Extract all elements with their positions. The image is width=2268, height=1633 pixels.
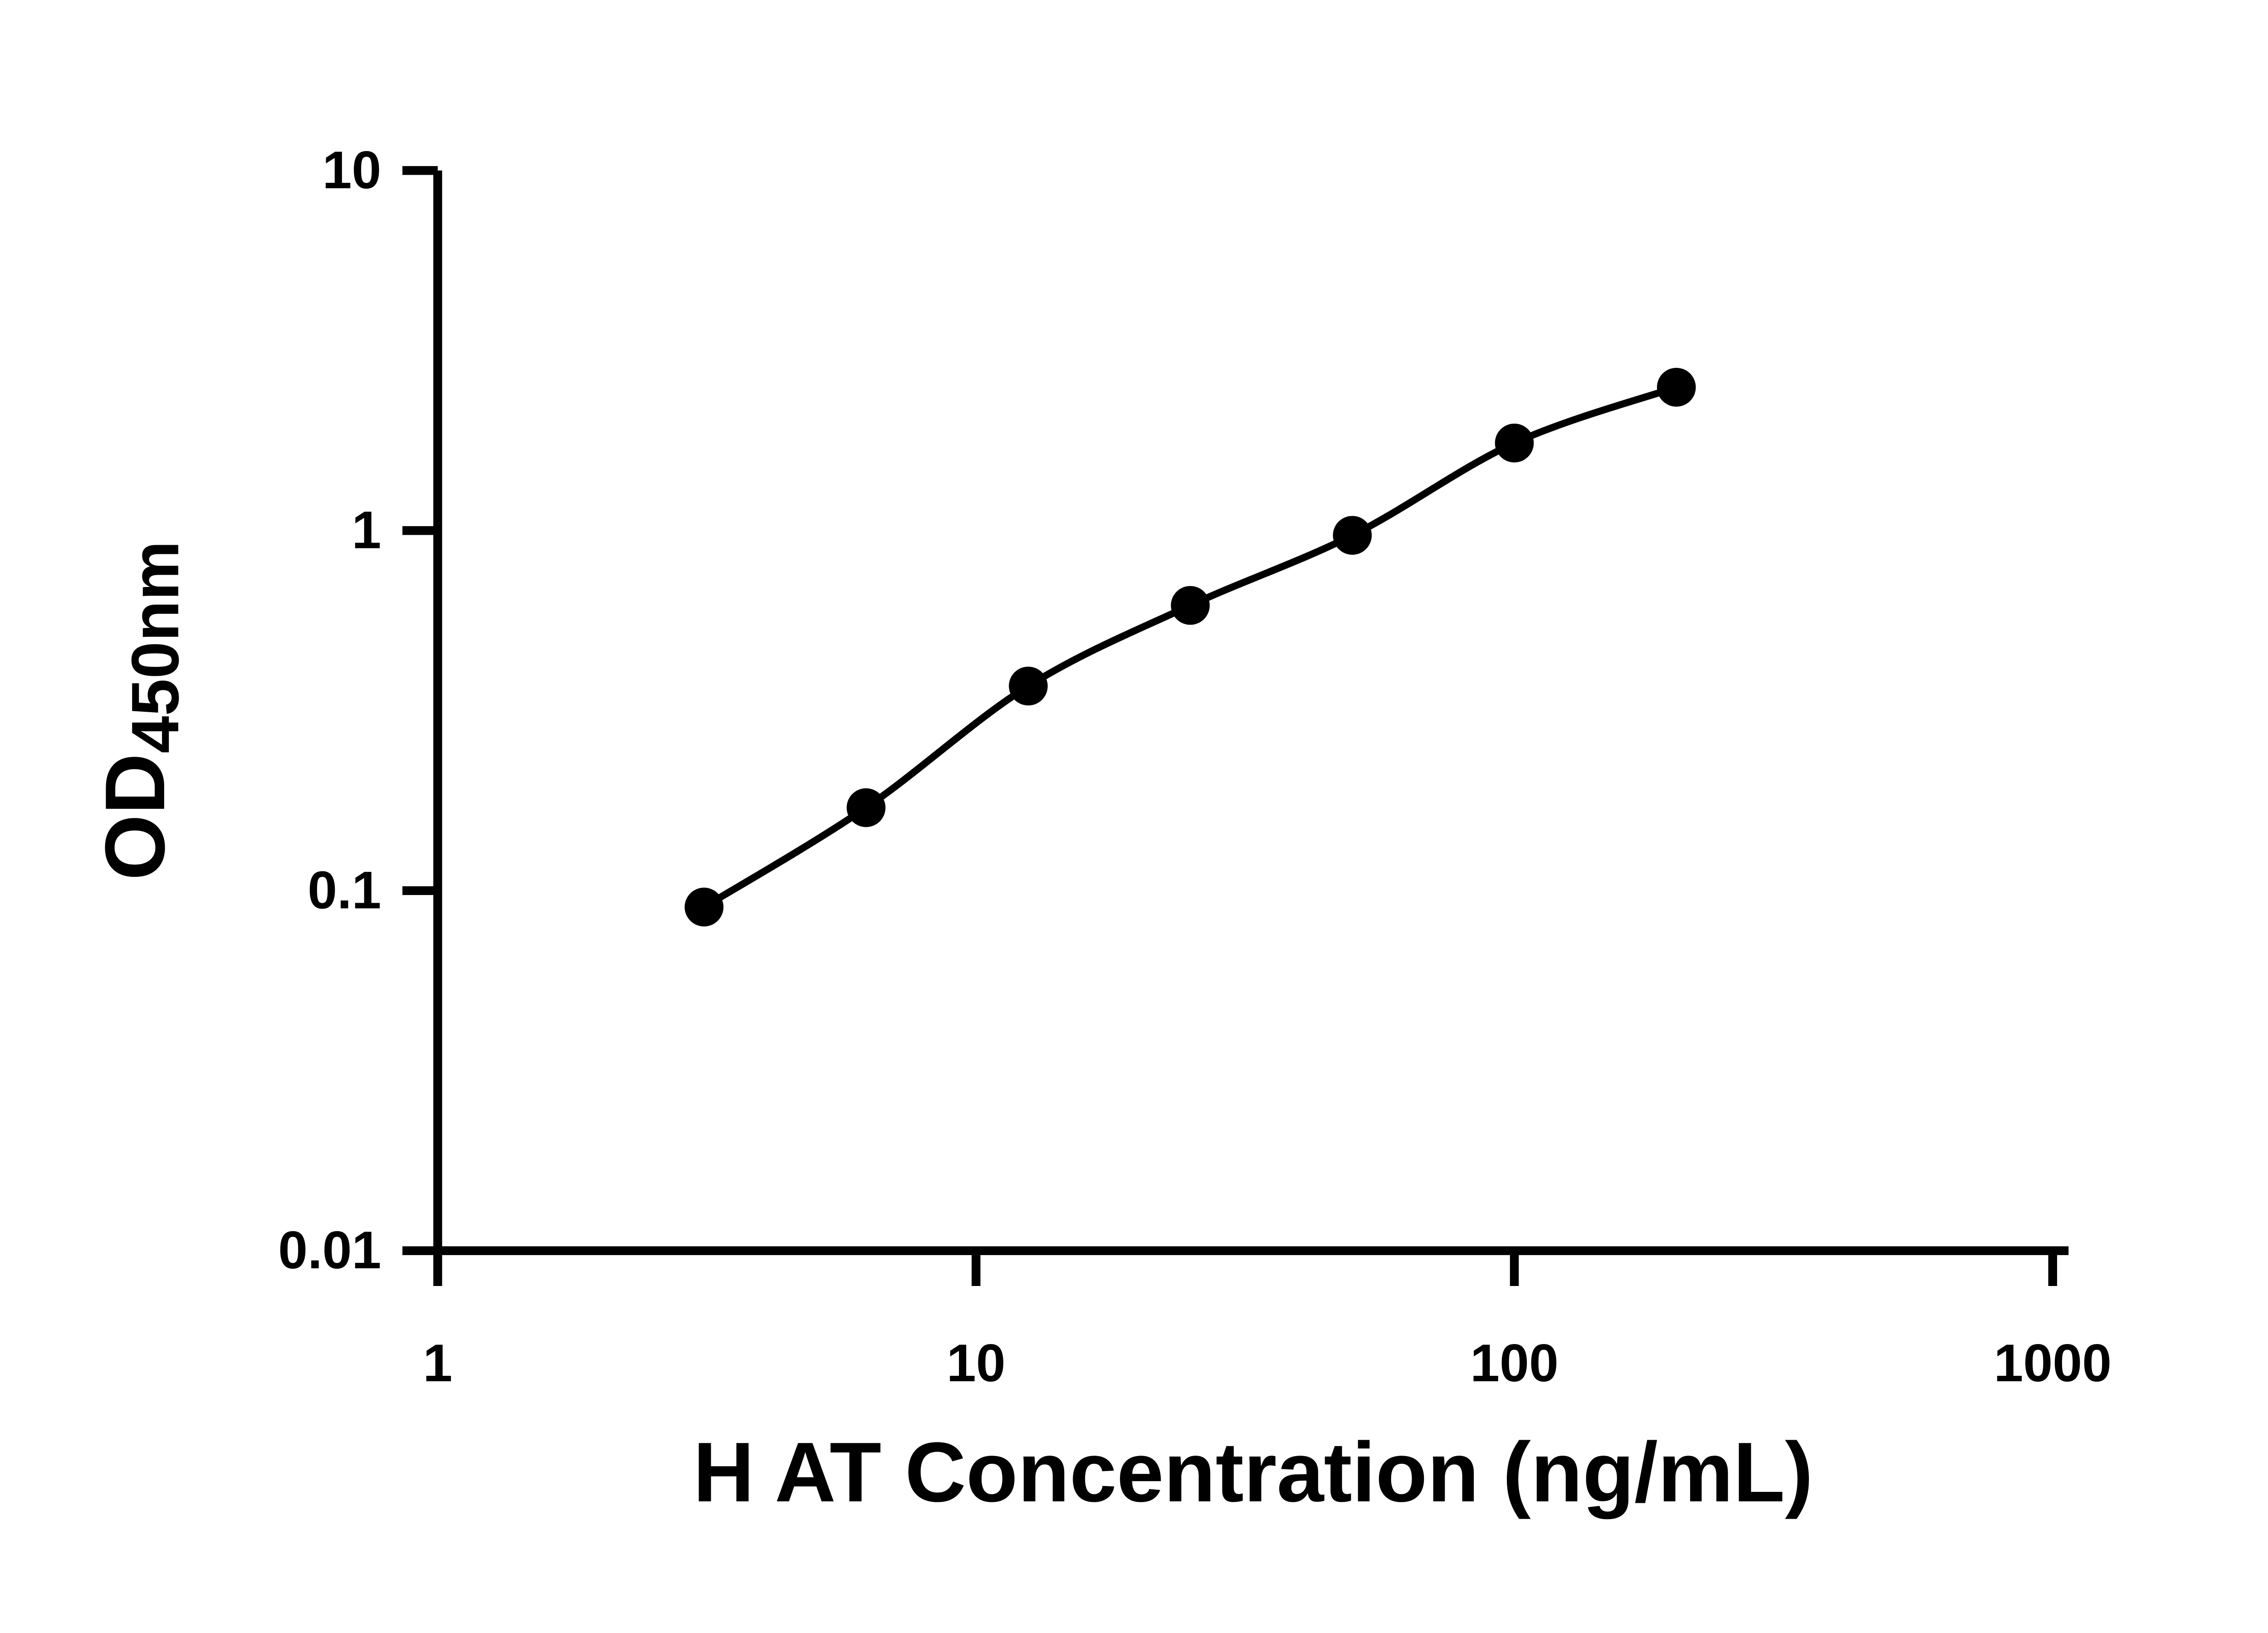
y-tick-label: 0.1 — [308, 860, 381, 919]
plot-background — [0, 22, 2268, 1611]
x-tick-label: 10 — [947, 1333, 1006, 1393]
data-point — [1495, 423, 1534, 463]
data-series — [684, 367, 1696, 927]
y-axis-label: OD450nm — [88, 541, 193, 880]
y-tick-label: 10 — [323, 140, 381, 200]
x-tick-label: 1000 — [1994, 1333, 2112, 1393]
y-tick-label: 0.01 — [278, 1220, 381, 1280]
y-axis-label-main: OD — [88, 753, 182, 880]
y-tick-label: 1 — [352, 500, 381, 560]
data-point — [684, 887, 723, 927]
data-point — [846, 788, 886, 827]
data-point — [1657, 367, 1696, 407]
x-tick-label: 100 — [1470, 1333, 1559, 1393]
y-axis-label-sub: 450nm — [118, 541, 193, 753]
data-point — [1333, 516, 1372, 555]
data-point — [1171, 586, 1210, 625]
x-axis-label: H AT Concentration (ng/mL) — [693, 1425, 1813, 1520]
axes: 1 10 100 1000 0.01 0.1 1 10 — [278, 140, 2112, 1393]
x-tick-label: 1 — [423, 1333, 453, 1393]
data-point — [1009, 666, 1048, 706]
